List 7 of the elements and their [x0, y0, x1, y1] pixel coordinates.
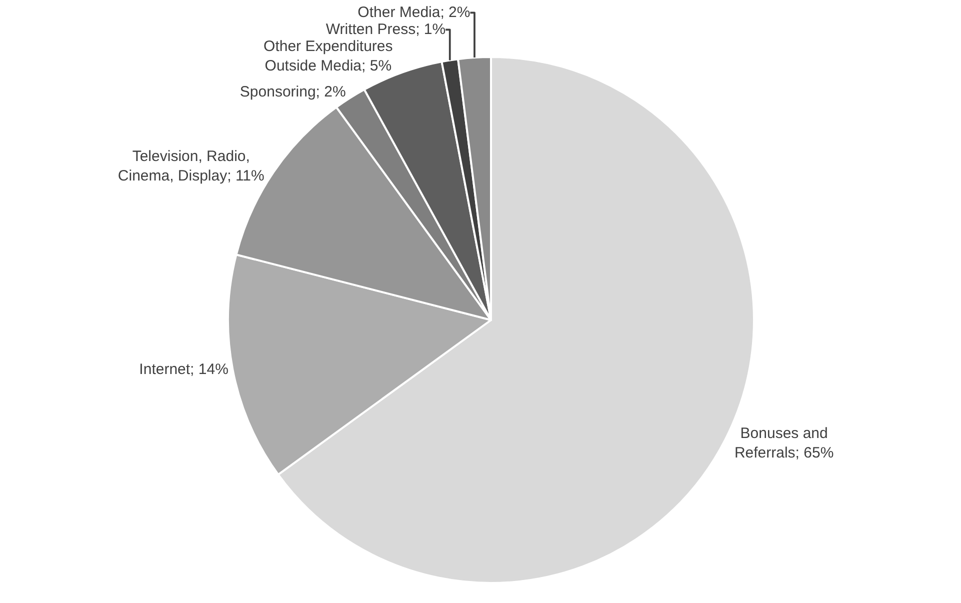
- slice-label: Written Press; 1%: [326, 21, 446, 38]
- slice-label: Internet; 14%: [139, 361, 228, 378]
- slice-label: Other Media; 2%: [358, 4, 470, 22]
- slice-label: Bonuses and Referrals; 65%: [734, 424, 834, 462]
- slice-label: Other Expenditures Outside Media; 5%: [264, 38, 393, 75]
- slice-label: Television, Radio, Cinema, Display; 11%: [118, 148, 264, 185]
- slice-label: Sponsoring; 2%: [240, 83, 346, 100]
